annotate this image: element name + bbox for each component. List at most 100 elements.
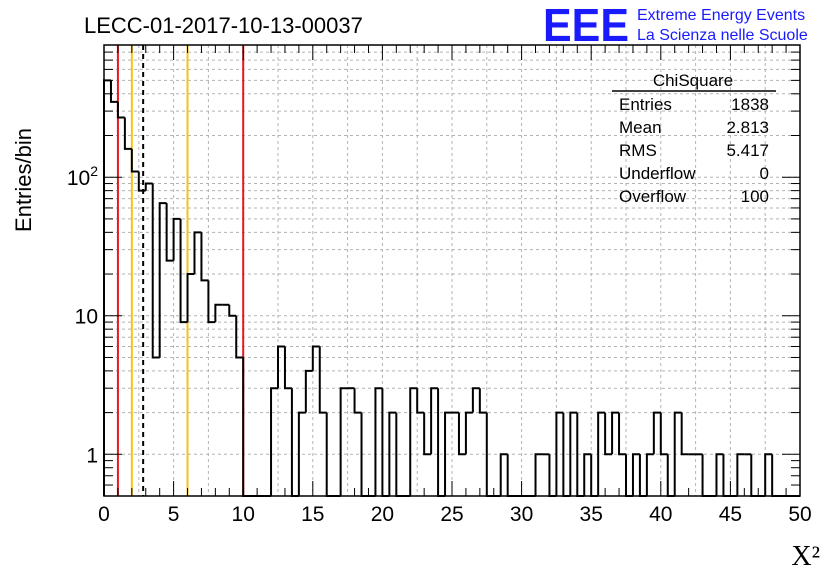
histogram-bin-88 (715, 453, 724, 496)
eee-logo: EEE (543, 0, 629, 51)
y-tick-label: 1 (86, 444, 98, 467)
histogram-bin-71 (597, 411, 606, 496)
histogram-bin-13 (193, 231, 202, 275)
histogram-bin-26 (283, 346, 292, 390)
histogram-bin-40 (381, 388, 390, 497)
histogram-bin-45 (416, 388, 425, 414)
histogram-bin-2 (116, 101, 125, 119)
stats-value-rms: 5.417 (726, 141, 769, 160)
axis-ticks (103, 44, 801, 497)
grid-lines (104, 44, 800, 497)
histogram-bin-74 (618, 412, 626, 456)
histogram-bin-51 (457, 412, 466, 456)
histogram-bin-10 (172, 217, 181, 261)
x-tick-label: 20 (371, 503, 394, 526)
histogram-bin-48 (437, 388, 446, 497)
histogram-bin-73 (611, 411, 620, 455)
histogram-bin-47 (430, 387, 439, 455)
histogram-bin-83 (680, 412, 689, 456)
x-tick-label: 25 (440, 503, 463, 526)
histogram-bin-20 (242, 357, 251, 497)
histogram-bin-7 (151, 183, 160, 359)
histogram-bin-52 (464, 411, 473, 455)
histogram-bin-54 (478, 388, 487, 414)
tick-labels: 0 5 10 15 20 25 30 35 40 45 50 1 10 102 (67, 163, 812, 526)
histogram-bin-36 (353, 388, 362, 414)
histogram-bin-25 (277, 345, 285, 389)
stats-value-underflow: 0 (760, 164, 769, 183)
y-tick-label: 102 (67, 163, 98, 190)
histogram-bin-62 (534, 453, 543, 496)
x-tick-label: 30 (510, 503, 533, 526)
histogram-bin-15 (207, 280, 216, 324)
histogram-bin-18 (228, 304, 237, 317)
histogram-bin-28 (297, 411, 306, 496)
histogram-bin-4 (130, 148, 139, 173)
stats-title: ChiSquare (653, 71, 733, 90)
x-tick-label: 45 (719, 503, 742, 526)
histogram-bin-44 (409, 387, 418, 496)
stats-value-entries: 1838 (731, 95, 769, 114)
histogram-bin-30 (311, 345, 320, 371)
histogram-bin-34 (339, 387, 348, 496)
histogram-bin-46 (423, 412, 432, 456)
histogram-bin-3 (123, 117, 132, 150)
histogram-bin-39 (374, 387, 383, 496)
histogram-bin-89 (722, 454, 731, 497)
histogram-bin-65 (555, 411, 564, 496)
x-tick-label: 0 (98, 503, 110, 526)
x-axis-label: X² (791, 541, 820, 572)
x-tick-label: 5 (168, 503, 180, 526)
stats-box: ChiSquare Entries 1838 Mean 2.813 RMS 5.… (612, 71, 776, 206)
histogram-bin-1 (109, 80, 118, 103)
histogram-bin-5 (137, 171, 146, 192)
histogram-bin-93 (750, 454, 759, 497)
stats-label-overflow: Overflow (619, 187, 687, 206)
histogram-bin-67 (569, 411, 578, 496)
x-tick-label: 10 (232, 503, 255, 526)
histogram-bin-11 (179, 218, 188, 324)
histogram-bin-16 (214, 303, 223, 323)
histogram-bin-31 (318, 346, 327, 414)
histogram-bin-75 (625, 454, 633, 497)
histogram-bin-96 (771, 454, 780, 497)
histogram-bin-27 (290, 388, 299, 497)
y-axis-label: Entries/bin (11, 128, 36, 232)
histogram-bin-49 (444, 411, 452, 496)
histogram-bin-69 (583, 453, 592, 496)
stats-label-entries: Entries (619, 95, 672, 114)
histogram-bin-82 (673, 411, 682, 496)
histogram-bin-78 (645, 453, 654, 496)
histogram-bin-81 (666, 454, 675, 497)
histogram-bin-64 (548, 454, 557, 497)
histogram-bin-24 (270, 387, 278, 496)
histogram-bin-29 (304, 369, 313, 413)
stats-value-overflow: 100 (741, 187, 769, 206)
histogram-bin-91 (736, 453, 745, 496)
y-tick-label: 10 (75, 306, 98, 329)
histogram-bin-53 (471, 387, 480, 413)
histogram-bin-19 (235, 315, 244, 359)
x-tick-label: 15 (301, 503, 324, 526)
x-tick-label: 50 (788, 503, 811, 526)
histogram-bin-57 (499, 453, 508, 496)
histogram-bin-6 (144, 182, 153, 191)
histogram-bin-0 (103, 79, 111, 496)
logo-line-2: La Scienza nelle Scuole (637, 27, 808, 44)
histogram-bars (103, 79, 800, 497)
histogram-bin-58 (506, 454, 515, 497)
histogram-bin-8 (158, 202, 167, 358)
histogram-bin-9 (165, 203, 174, 262)
histogram-bin-12 (186, 273, 195, 323)
logo-line-1: Extreme Energy Events (637, 7, 805, 24)
histogram-bin-76 (631, 453, 640, 496)
run-title: LECC-01-2017-10-13-00037 (84, 13, 363, 38)
histogram-bin-72 (604, 412, 613, 456)
x-tick-label: 40 (649, 503, 672, 526)
histogram-bin-41 (388, 411, 397, 496)
histogram-bin-95 (764, 453, 773, 496)
histogram-bin-14 (200, 232, 209, 282)
stats-value-mean: 2.813 (726, 118, 769, 137)
histogram-bin-79 (652, 411, 661, 455)
